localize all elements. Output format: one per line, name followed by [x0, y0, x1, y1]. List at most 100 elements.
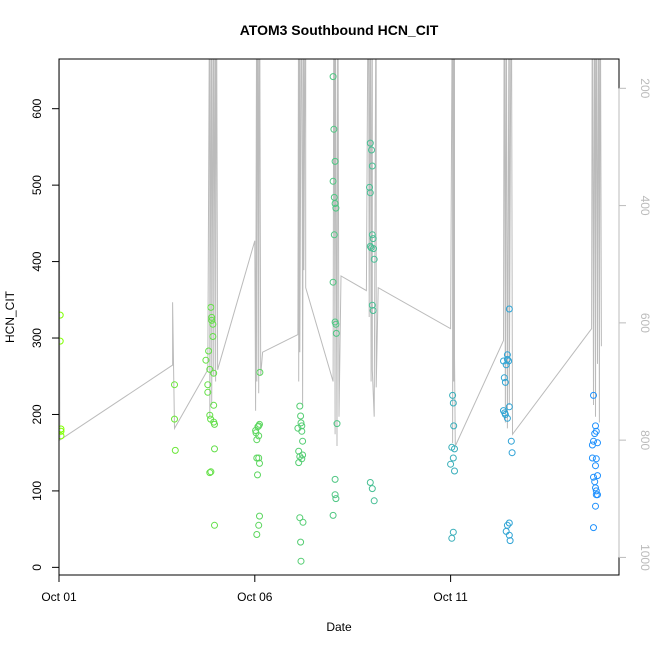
data-point	[507, 437, 515, 445]
data-point	[331, 491, 339, 499]
data-point	[594, 472, 601, 480]
data-point	[366, 479, 374, 486]
data-point	[592, 427, 600, 435]
data-point	[592, 502, 599, 510]
y-axis-right: 200 400 600 800 1000	[618, 78, 650, 571]
data-point	[211, 445, 218, 453]
data-point	[590, 524, 597, 532]
data-point	[592, 422, 599, 430]
data-point	[256, 368, 264, 376]
data-point	[329, 177, 337, 185]
y2-tick-label: 400	[638, 196, 650, 216]
data-point	[297, 557, 305, 565]
data-point	[331, 475, 339, 483]
data-point	[297, 412, 305, 420]
data-point	[298, 455, 306, 463]
data-point	[297, 538, 305, 546]
data-point	[202, 356, 210, 364]
data-point	[256, 459, 263, 467]
data-point	[255, 432, 263, 440]
data-point	[255, 521, 263, 529]
x-axis-label: Date	[326, 620, 352, 634]
data-point	[59, 427, 65, 435]
y-tick-label: 200	[30, 404, 44, 424]
data-point	[501, 378, 509, 386]
y-tick-label: 600	[30, 98, 44, 118]
data-point	[449, 528, 457, 536]
data-point	[449, 399, 457, 407]
data-point	[368, 485, 376, 493]
data-point	[451, 445, 458, 453]
data-point	[331, 157, 339, 165]
y-tick-label: 300	[30, 328, 44, 348]
data-point	[299, 437, 307, 445]
y-axis-left: 0 100 200 300 400 500 600	[30, 98, 60, 571]
data-point	[299, 518, 307, 526]
data-point	[368, 301, 376, 309]
data-point	[330, 125, 338, 133]
y-tick-label: 400	[30, 251, 44, 271]
data-point	[447, 460, 455, 468]
data-point	[298, 422, 306, 430]
data-point	[503, 414, 511, 422]
data-point	[368, 146, 375, 154]
data-point	[594, 491, 601, 499]
data-point	[211, 420, 218, 428]
y-tick-label: 500	[30, 175, 44, 195]
data-point	[448, 534, 456, 542]
data-point	[368, 162, 376, 170]
data-point	[370, 497, 378, 505]
data-point	[329, 511, 337, 519]
data-point	[367, 244, 375, 252]
data-point	[209, 320, 217, 328]
data-point	[171, 446, 179, 454]
data-point	[592, 462, 599, 470]
data-point	[204, 381, 212, 389]
data-point	[204, 388, 212, 396]
data-point	[206, 469, 214, 477]
data-point	[588, 454, 596, 462]
data-point	[592, 455, 600, 463]
data-point	[366, 183, 373, 191]
data-point	[171, 415, 178, 423]
data-point	[369, 307, 377, 314]
data-point	[59, 425, 65, 433]
data-point	[331, 200, 339, 207]
line-series	[59, 59, 602, 447]
data-point	[332, 204, 340, 212]
y-axis-label: HCN_CIT	[3, 290, 17, 343]
data-point	[333, 420, 341, 428]
data-point	[210, 401, 218, 409]
data-point	[256, 512, 263, 520]
y2-tick-label: 800	[638, 430, 650, 450]
data-point	[508, 449, 516, 457]
data-point	[59, 337, 64, 345]
data-point	[449, 454, 457, 462]
data-point	[253, 454, 261, 462]
data-point	[501, 411, 509, 418]
data-point	[59, 432, 65, 440]
y-tick-label: 100	[30, 481, 44, 501]
data-point	[297, 419, 305, 427]
data-point	[207, 303, 215, 311]
data-point	[590, 473, 597, 481]
data-point	[295, 459, 303, 467]
data-point	[505, 305, 513, 313]
y-tick-label: 0	[30, 564, 44, 571]
data-point	[590, 391, 597, 399]
data-point	[332, 320, 340, 328]
data-point	[503, 355, 511, 363]
y2-tick-label: 1000	[638, 544, 650, 571]
data-point	[370, 255, 378, 263]
data-point	[505, 519, 513, 527]
data-point	[207, 468, 215, 476]
x-tick-label: Oct 06	[237, 590, 273, 604]
data-point	[253, 531, 261, 538]
x-tick-label: Oct 01	[41, 590, 77, 604]
data-point	[332, 495, 340, 503]
data-point	[505, 403, 513, 411]
data-point	[329, 73, 337, 81]
data-point	[451, 467, 458, 475]
points-series	[59, 73, 601, 565]
